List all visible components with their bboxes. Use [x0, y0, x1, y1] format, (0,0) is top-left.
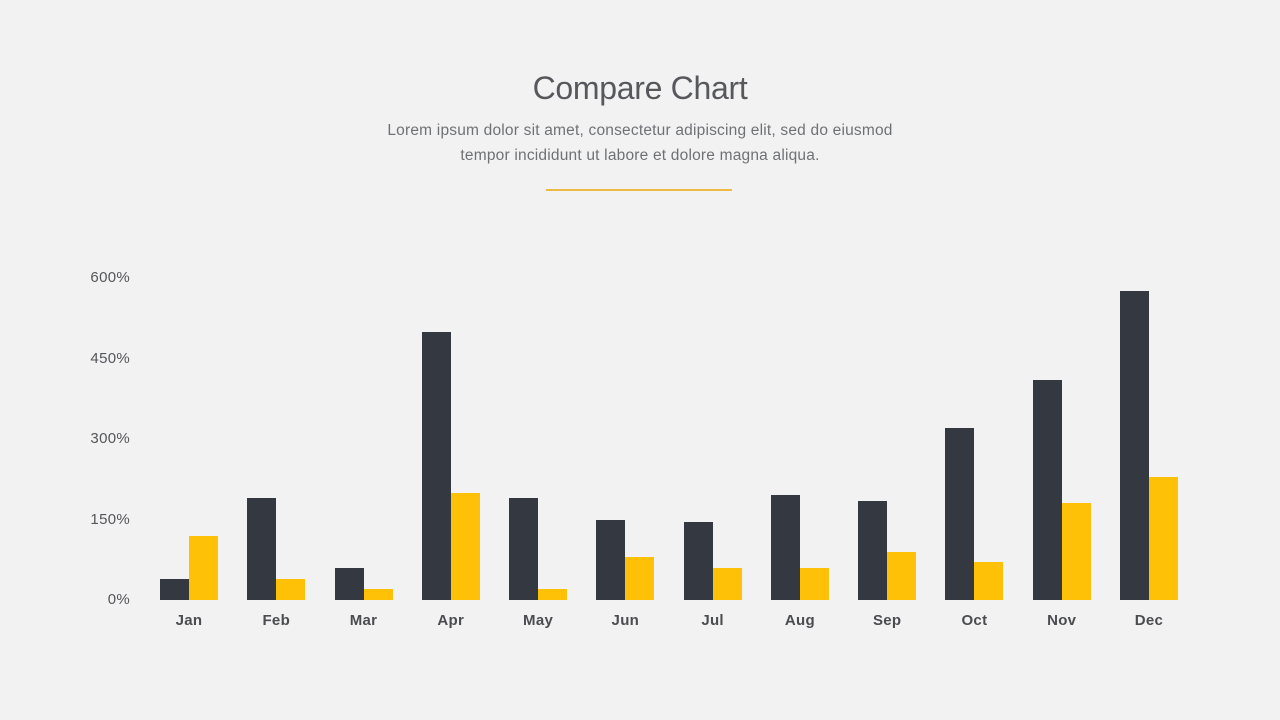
y-axis-tick-label: 450% [90, 349, 130, 367]
bar-dark-may [509, 498, 539, 600]
x-axis-month-label: Feb [262, 612, 291, 629]
bar-yellow-may [538, 589, 568, 600]
bar-dark-feb [247, 498, 277, 600]
bar-yellow-dec [1148, 476, 1178, 600]
bar-yellow-mar [363, 589, 393, 600]
page-title: Compare Chart [532, 70, 748, 106]
x-axis-month-label: Oct [961, 612, 988, 629]
bar-dark-oct [945, 428, 975, 600]
page-subtitle-line1: Lorem ipsum dolor sit amet, consectetur … [387, 122, 893, 139]
y-axis-tick-label: 150% [90, 510, 130, 528]
bar-yellow-feb [276, 578, 306, 600]
bar-yellow-jan [189, 535, 218, 600]
y-axis-tick-label: 600% [90, 269, 130, 286]
page-subtitle: Lorem ipsum dolor sit amet, consectetur … [0, 119, 1280, 168]
bar-yellow-aug [799, 567, 829, 600]
bar-dark-nov [1032, 379, 1062, 600]
bar-yellow-nov [1061, 503, 1091, 600]
x-axis-month-label: Aug [784, 612, 815, 629]
y-axis-tick-label: 300% [90, 430, 130, 447]
x-axis-month-label: May [523, 612, 554, 629]
bar-dark-aug [770, 495, 800, 600]
bar-yellow-jun [625, 557, 655, 600]
x-axis-month-label: Apr [437, 612, 465, 629]
x-axis-month-label: Mar [349, 612, 378, 629]
x-axis-month-label: Jul [701, 612, 724, 629]
bar-dark-jan [160, 578, 189, 600]
y-axis-tick-label: 0% [107, 591, 130, 608]
x-axis-month-label: Nov [1047, 612, 1077, 629]
bar-dark-dec [1119, 291, 1149, 600]
x-axis-month-label: Dec [1134, 612, 1164, 629]
bar-yellow-oct [974, 562, 1004, 600]
bar-dark-apr [421, 331, 451, 600]
bar-dark-jul [683, 522, 713, 600]
x-axis-month-label: Jan [175, 612, 203, 629]
title-divider-line [546, 189, 732, 191]
bar-dark-sep [858, 500, 888, 600]
bar-yellow-jul [712, 567, 742, 600]
bar-dark-mar [334, 567, 364, 600]
x-axis-month-label: Jun [611, 612, 640, 629]
bar-yellow-sep [887, 551, 917, 600]
bar-dark-jun [596, 519, 626, 600]
bar-yellow-apr [450, 492, 480, 600]
x-axis-month-label: Sep [872, 612, 902, 629]
page-subtitle-line2: tempor incididunt ut labore et dolore ma… [460, 146, 820, 164]
